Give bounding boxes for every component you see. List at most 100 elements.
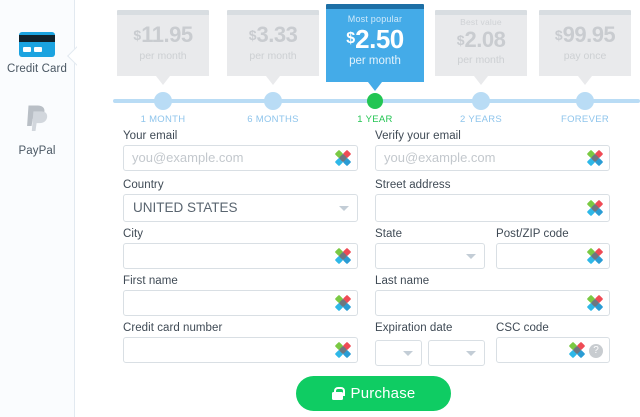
slider-node-6-months[interactable] bbox=[264, 92, 282, 110]
input-city[interactable] bbox=[123, 243, 358, 269]
password-manager-icon[interactable] bbox=[586, 149, 604, 167]
password-manager-icon[interactable] bbox=[334, 149, 352, 167]
label-card-number: Credit card number bbox=[123, 322, 223, 334]
plan-card-body bbox=[539, 15, 631, 76]
plan-card-notch-icon bbox=[266, 76, 280, 85]
plan-card-body bbox=[117, 15, 209, 76]
csc-help-icon[interactable]: ? bbox=[589, 344, 603, 358]
label-city: City bbox=[123, 228, 144, 240]
plan-amount: 99.95 bbox=[562, 22, 616, 47]
plan-card-notch-icon bbox=[156, 76, 170, 85]
plan-badge: Best value bbox=[460, 17, 502, 27]
field-your-email: Your email you@example.com bbox=[123, 130, 358, 171]
chevron-down-icon bbox=[466, 254, 476, 259]
select-country[interactable]: UNITED STATES bbox=[123, 194, 358, 222]
label-zip: Post/ZIP code bbox=[496, 228, 569, 240]
chevron-down-icon bbox=[466, 351, 476, 356]
plan-card-cap bbox=[435, 10, 527, 16]
plan-card-2-years[interactable]: Best value $2.08 per month bbox=[435, 10, 527, 85]
credit-card-icon bbox=[19, 32, 55, 57]
plan-currency: $ bbox=[133, 27, 142, 43]
slider-label-6-months[interactable]: 6 MONTHS bbox=[247, 114, 299, 125]
label-expiration-date: Expiration date bbox=[375, 322, 453, 334]
field-street-address: Street address bbox=[375, 179, 610, 222]
chevron-down-icon bbox=[403, 351, 413, 356]
plan-card-1-year[interactable]: Most popular $2.50 per month bbox=[326, 4, 424, 91]
subscription-length-slider[interactable]: 1 MONTH 6 MONTHS 1 YEAR 2 YEARS FOREVER bbox=[75, 88, 640, 128]
password-manager-icon[interactable] bbox=[586, 199, 604, 217]
input-first-name[interactable] bbox=[123, 290, 358, 316]
slider-label-forever[interactable]: FOREVER bbox=[560, 114, 610, 125]
field-verify-email: Verify your email you@example.com bbox=[375, 130, 610, 171]
plan-card-cap bbox=[539, 10, 631, 16]
field-zip: Post/ZIP code bbox=[496, 228, 610, 269]
plan-badge: Most popular bbox=[347, 14, 403, 24]
slider-label-1-year[interactable]: 1 YEAR bbox=[357, 114, 393, 125]
slider-node-1-month[interactable] bbox=[154, 92, 172, 110]
payment-method-label-credit-card: Credit Card bbox=[7, 63, 67, 75]
plan-cards: $11.95 per month $3.33 per month Most po… bbox=[75, 0, 640, 91]
slider-label-1-month[interactable]: 1 MONTH bbox=[140, 114, 186, 125]
password-manager-icon[interactable] bbox=[334, 341, 352, 359]
plan-price: $99.95 bbox=[539, 10, 631, 46]
sidebar-divider bbox=[74, 0, 75, 417]
plan-period: pay once bbox=[563, 50, 607, 62]
payment-method-label-paypal: PayPal bbox=[18, 145, 56, 157]
plan-period: per month bbox=[349, 55, 401, 67]
plan-price: $11.95 bbox=[117, 10, 209, 46]
payment-method-paypal[interactable]: PayPal bbox=[0, 102, 74, 157]
plan-currency: $ bbox=[554, 27, 563, 43]
plan-card-cap bbox=[326, 4, 424, 10]
input-your-email[interactable]: you@example.com bbox=[123, 145, 358, 171]
input-street-address[interactable] bbox=[375, 194, 610, 222]
select-state[interactable] bbox=[375, 243, 485, 269]
value-country: UNITED STATES bbox=[133, 200, 238, 215]
input-zip[interactable] bbox=[496, 243, 610, 269]
password-manager-icon[interactable] bbox=[334, 294, 352, 312]
purchase-button-label: Purchase bbox=[350, 385, 416, 402]
plan-amount: 3.33 bbox=[256, 22, 298, 47]
payment-method-credit-card[interactable]: Credit Card bbox=[0, 32, 74, 75]
plan-card-1-month[interactable]: $11.95 per month bbox=[117, 10, 209, 85]
plan-card-cap bbox=[117, 10, 209, 16]
plan-card-notch-icon bbox=[474, 76, 488, 85]
password-manager-icon[interactable] bbox=[568, 341, 586, 359]
plan-currency: $ bbox=[456, 32, 465, 48]
plan-period: per month bbox=[139, 50, 187, 62]
plan-card-6-months[interactable]: $3.33 per month bbox=[227, 10, 319, 85]
label-verify-email: Verify your email bbox=[375, 130, 461, 142]
input-card-number[interactable] bbox=[123, 337, 358, 363]
plan-card-body bbox=[227, 15, 319, 76]
plan-amount: 2.08 bbox=[464, 27, 506, 52]
slider-label-2-years[interactable]: 2 YEARS bbox=[459, 114, 503, 125]
purchase-button[interactable]: Purchase bbox=[296, 376, 451, 411]
input-csc-code[interactable]: ? bbox=[496, 337, 610, 363]
plan-card-body bbox=[435, 15, 527, 76]
lock-icon bbox=[331, 387, 345, 400]
plan-card-forever[interactable]: $99.95 pay once bbox=[539, 10, 631, 85]
plan-currency: $ bbox=[248, 27, 257, 43]
input-last-name[interactable] bbox=[375, 290, 610, 316]
plan-card-body bbox=[326, 9, 424, 82]
password-manager-icon[interactable] bbox=[334, 247, 352, 265]
slider-node-1-year[interactable] bbox=[367, 93, 383, 109]
password-manager-icon[interactable] bbox=[586, 247, 604, 265]
label-state: State bbox=[375, 228, 403, 240]
plan-card-notch-icon bbox=[578, 76, 592, 85]
slider-node-forever[interactable] bbox=[576, 92, 594, 110]
label-your-email: Your email bbox=[123, 130, 178, 142]
select-expiration-year[interactable] bbox=[428, 340, 485, 366]
chevron-down-icon bbox=[339, 206, 349, 211]
label-first-name: First name bbox=[123, 275, 178, 287]
plan-card-notch-icon bbox=[368, 82, 382, 91]
select-expiration-month[interactable] bbox=[375, 340, 422, 366]
input-verify-email[interactable]: you@example.com bbox=[375, 145, 610, 171]
field-country: Country UNITED STATES bbox=[123, 179, 358, 222]
field-card-number: Credit card number bbox=[123, 322, 358, 363]
password-manager-icon[interactable] bbox=[586, 294, 604, 312]
field-last-name: Last name bbox=[375, 275, 610, 316]
payment-method-sidebar: Credit Card PayPal bbox=[0, 0, 75, 417]
plan-price: $2.08 bbox=[435, 27, 527, 51]
plan-price: $2.50 bbox=[326, 24, 424, 52]
slider-node-2-years[interactable] bbox=[472, 92, 490, 110]
